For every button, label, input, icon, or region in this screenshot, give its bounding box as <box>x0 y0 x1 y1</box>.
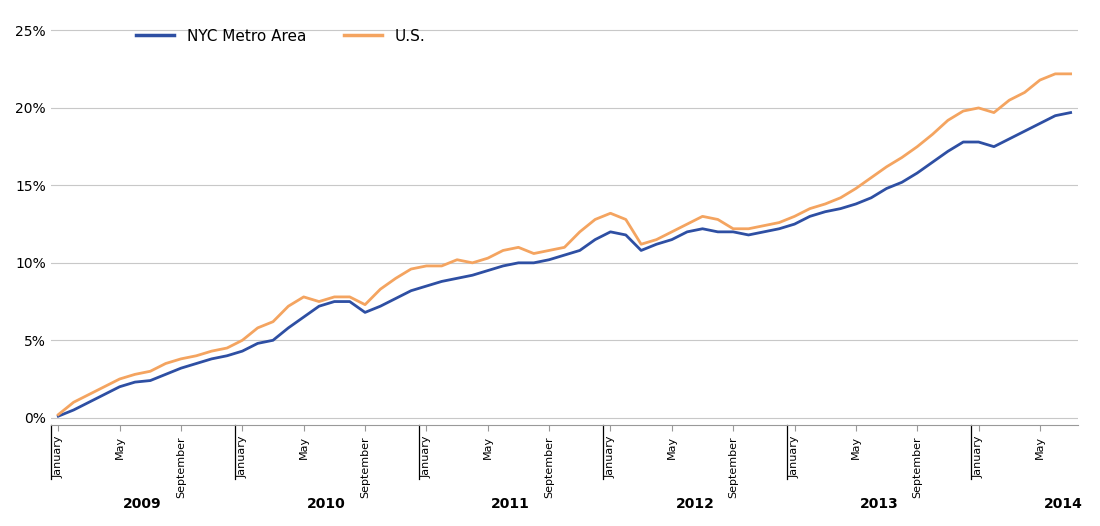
Legend: NYC Metro Area, U.S.: NYC Metro Area, U.S. <box>130 23 431 50</box>
